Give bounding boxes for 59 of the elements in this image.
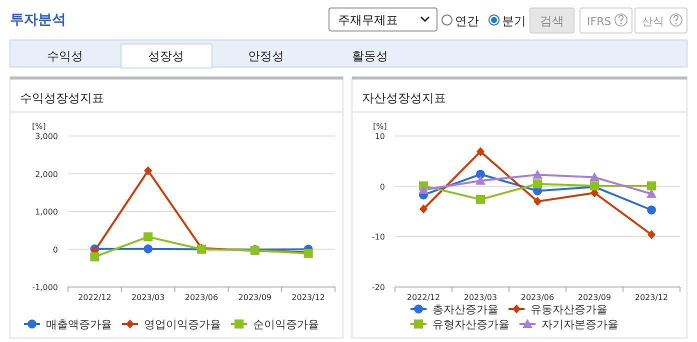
x-tick-label: 2023/12 (292, 293, 325, 302)
point (476, 194, 485, 204)
chart-title: 자산성장성지표 (362, 91, 446, 105)
x-tick-label: 2022/12 (406, 293, 440, 302)
x-tick-label: 2023/03 (464, 293, 498, 302)
text: 안정성 (248, 49, 284, 63)
point (647, 205, 656, 214)
x-tick-label: 2023/06 (184, 293, 218, 302)
point (144, 232, 153, 242)
point (418, 184, 428, 194)
y-tick-label: -10 (372, 232, 385, 242)
legend-label: 유형자산증가율 (432, 318, 510, 331)
point (476, 147, 484, 156)
x-tick-label: 2023/09 (578, 293, 612, 302)
y-tick-label: -1,000 (32, 283, 58, 292)
text: IFRS (587, 15, 612, 28)
point (476, 176, 486, 185)
y-tick-label: 2,000 (35, 170, 58, 179)
y-tick-label: 0 (52, 245, 58, 254)
point (476, 170, 485, 179)
point (532, 170, 542, 179)
text: 검색 (540, 14, 564, 28)
text: 수익성 (47, 49, 83, 63)
point (534, 196, 542, 206)
y-tick-label: 0 (380, 182, 385, 192)
y-tick-label: 10 (374, 132, 385, 141)
legend-label: 영업이익증가율 (144, 318, 221, 331)
y-tick-label: -20 (372, 283, 385, 292)
chart-title: 수익성장성지표 (20, 91, 104, 105)
text: 활동성 (352, 49, 388, 63)
text: 연간 (455, 14, 479, 28)
text: 주재무제표 (338, 13, 398, 27)
x-tick-label: 2023/03 (131, 293, 165, 302)
point (647, 181, 656, 190)
legend-label: 총자산증가율 (432, 303, 498, 316)
text: 투자분석 (10, 12, 66, 28)
legend-label: 유동자산증가율 (530, 303, 608, 316)
x-tick-label: 2023/06 (520, 293, 554, 302)
legend-label: 매출액증가율 (46, 318, 112, 331)
y-axis-title: [%] (32, 122, 46, 131)
legend-label: 자기자본증가율 (542, 318, 618, 331)
point (90, 252, 100, 262)
x-tick-label: 2022/12 (78, 293, 112, 302)
text: 산식 (642, 15, 664, 28)
x-tick-label: 2023/12 (634, 293, 668, 302)
point (144, 244, 153, 254)
point (144, 166, 152, 176)
point (590, 172, 600, 182)
y-tick-label: 1,000 (35, 208, 58, 216)
point (420, 204, 428, 214)
y-tick-label: 3,000 (35, 132, 58, 141)
point (646, 188, 656, 198)
point (648, 230, 656, 240)
text: 분기 (502, 14, 526, 28)
x-tick-label: 2023/09 (238, 293, 272, 302)
legend-label: 순이익증가율 (253, 318, 319, 331)
text: 성장성 (148, 49, 184, 63)
y-axis-title: [%] (373, 122, 387, 131)
point (533, 179, 542, 188)
